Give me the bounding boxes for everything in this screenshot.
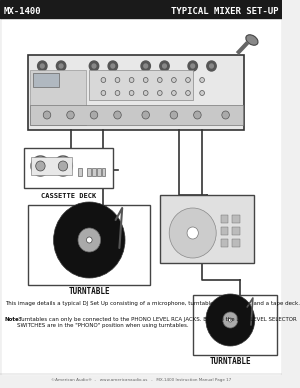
Circle shape [187, 227, 198, 239]
Circle shape [160, 61, 169, 71]
Circle shape [144, 64, 148, 68]
Bar [31, 157, 72, 175]
Text: CASSETTE DECK: CASSETTE DECK [40, 193, 96, 199]
Circle shape [200, 78, 205, 83]
Bar [89, 70, 193, 100]
Circle shape [186, 90, 190, 95]
Bar [160, 195, 254, 263]
Circle shape [194, 111, 201, 119]
Circle shape [92, 64, 96, 68]
Bar [87, 168, 91, 176]
Circle shape [54, 202, 125, 278]
Bar [28, 205, 150, 285]
Circle shape [142, 111, 149, 119]
Circle shape [228, 318, 232, 322]
Text: ©American Audio®  -   www.americanaudio.us   -   MX-1400 Instruction Manual Page: ©American Audio® - www.americanaudio.us … [51, 378, 231, 382]
Circle shape [115, 78, 120, 83]
Circle shape [172, 90, 176, 95]
Circle shape [172, 78, 176, 83]
Ellipse shape [246, 35, 258, 45]
Circle shape [223, 312, 238, 328]
Circle shape [141, 61, 150, 71]
Bar [28, 55, 244, 130]
Text: TURNTABLE: TURNTABLE [68, 288, 110, 296]
Circle shape [56, 61, 66, 71]
Text: Note:: Note: [5, 317, 22, 322]
Bar [23, 148, 113, 188]
Bar [221, 215, 228, 223]
Circle shape [54, 156, 72, 176]
Circle shape [86, 237, 92, 243]
Circle shape [59, 64, 63, 68]
Circle shape [143, 78, 148, 83]
Bar [101, 168, 105, 176]
Circle shape [78, 228, 100, 252]
Circle shape [101, 90, 106, 95]
Circle shape [67, 111, 74, 119]
Circle shape [38, 61, 47, 71]
Circle shape [188, 61, 197, 71]
Circle shape [186, 78, 190, 83]
Circle shape [129, 78, 134, 83]
Circle shape [129, 90, 134, 95]
Circle shape [36, 161, 45, 171]
Text: MX-1400: MX-1400 [4, 7, 41, 17]
Circle shape [210, 64, 213, 68]
Circle shape [111, 64, 115, 68]
Bar [33, 73, 59, 87]
Bar [0, 0, 282, 18]
Circle shape [170, 111, 178, 119]
Circle shape [43, 111, 51, 119]
Circle shape [31, 156, 50, 176]
Text: Turntables can only be connected to the PHONO LEVEL RCA JACKS. Be sure the LINE : Turntables can only be connected to the … [17, 317, 297, 328]
Bar [232, 239, 240, 247]
Circle shape [89, 61, 99, 71]
Circle shape [114, 111, 121, 119]
Circle shape [108, 61, 118, 71]
Circle shape [163, 64, 167, 68]
Bar [232, 215, 240, 223]
Bar [232, 227, 240, 235]
Text: TURNTABLE: TURNTABLE [209, 357, 251, 367]
Circle shape [101, 78, 106, 83]
Text: TYPICAL MIXER SET-UP: TYPICAL MIXER SET-UP [171, 7, 278, 17]
Bar [92, 168, 96, 176]
Bar [30, 105, 242, 125]
Bar [78, 168, 82, 176]
Circle shape [90, 111, 98, 119]
Circle shape [206, 294, 255, 346]
Circle shape [40, 64, 44, 68]
Circle shape [115, 90, 120, 95]
Circle shape [158, 90, 162, 95]
Circle shape [200, 90, 205, 95]
Bar [221, 227, 228, 235]
Circle shape [58, 161, 68, 171]
Bar [97, 168, 101, 176]
Circle shape [207, 61, 216, 71]
Bar [193, 295, 277, 355]
Bar [221, 239, 228, 247]
Circle shape [169, 208, 216, 258]
Bar [30, 70, 86, 125]
Text: This image details a typical DJ Set Up consisting of a microphone, turntables, C: This image details a typical DJ Set Up c… [5, 301, 300, 306]
Circle shape [143, 90, 148, 95]
Circle shape [158, 78, 162, 83]
Circle shape [222, 111, 230, 119]
Circle shape [191, 64, 195, 68]
